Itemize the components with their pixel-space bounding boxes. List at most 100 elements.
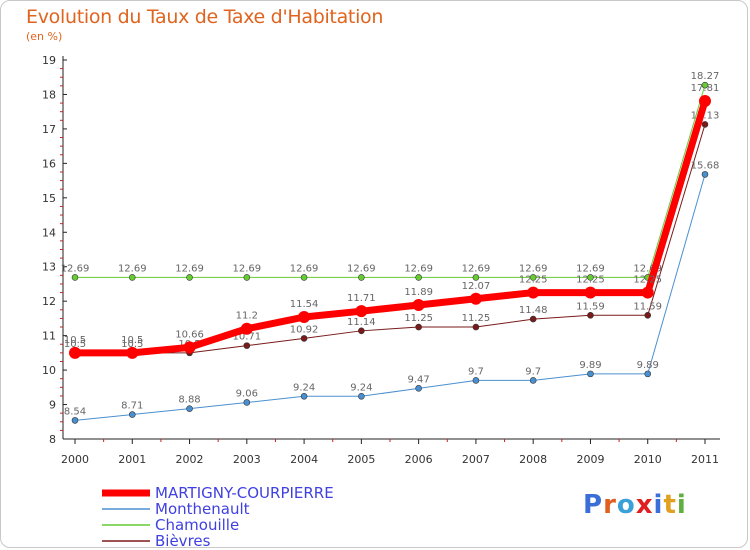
data-point — [529, 274, 537, 281]
x-tick-label: 2008 — [519, 453, 547, 466]
data-point — [527, 286, 540, 299]
y-tick-label: 18 — [42, 88, 56, 101]
data-point — [587, 274, 594, 281]
data-point — [644, 312, 652, 319]
brand-letter: i — [676, 490, 687, 520]
data-label: 9.06 — [236, 388, 258, 399]
data-label: 9.7 — [468, 366, 484, 377]
data-point — [243, 399, 251, 406]
data-label: 10.5 — [64, 339, 86, 350]
data-label: 18.27 — [691, 71, 720, 82]
data-point — [128, 274, 136, 281]
series-line — [74, 123, 706, 354]
y-tick-label: 14 — [42, 226, 56, 239]
data-label: 11.59 — [576, 301, 605, 312]
data-label: 12.69 — [61, 263, 90, 274]
x-tick-label: 2003 — [233, 453, 261, 466]
brand-letter: i — [653, 490, 664, 520]
data-point — [243, 342, 251, 349]
data-label: 12.25 — [576, 275, 605, 286]
x-tick-label: 2009 — [576, 453, 604, 466]
data-point — [701, 81, 709, 89]
brand-letter: x — [635, 490, 654, 520]
data-label: 8.54 — [64, 406, 86, 417]
data-label: 11.2 — [236, 311, 258, 322]
data-point — [186, 405, 193, 412]
data-point — [641, 286, 654, 299]
legend-label: Chamouille — [155, 516, 239, 534]
x-tick-label: 2007 — [462, 453, 490, 466]
chart-title: Evolution du Taux de Taxe d'Habitation — [26, 6, 384, 28]
legend: MARTIGNY-COURPIERREMonthenaultChamouille… — [102, 484, 334, 550]
data-point — [358, 327, 365, 335]
x-tick-label: 2002 — [176, 453, 204, 466]
axes: 8 9 10 11 12 13 14 15 16 17 18 19 2000 2001 2002 2003 20… — [42, 54, 720, 466]
y-tick-label: 19 — [42, 54, 56, 67]
data-label: 9.89 — [637, 360, 659, 371]
brand-letter: r — [603, 490, 617, 520]
brand-letter: o — [616, 490, 636, 520]
y-tick-label: 11 — [42, 330, 56, 343]
data-label: 11.89 — [404, 287, 433, 298]
data-label: 12.69 — [519, 263, 548, 274]
series-chamouille: 12.69 12.69 12.69 12.69 12.69 12.69 12.69 12.69… — [61, 71, 720, 281]
series-bi-vres: 10.510.510.510.7110.9211.1411.2511.2511.… — [64, 110, 720, 357]
data-label: 12.69 — [633, 263, 662, 274]
brand-letter: t — [663, 490, 677, 520]
data-point — [587, 312, 594, 319]
data-point — [529, 377, 537, 384]
data-label: 11.14 — [347, 317, 376, 328]
data-label: 10.92 — [290, 324, 319, 335]
x-tick-label: 2005 — [347, 453, 375, 466]
data-point — [701, 171, 709, 178]
data-label: 10.5 — [121, 335, 143, 346]
y-tick-label: 16 — [42, 157, 56, 170]
series-martigny-courpierre: 10.5 10.510.6611.211.5411.7111.8912.0712.… — [64, 83, 719, 359]
data-label: 8.88 — [178, 395, 200, 406]
data-point — [699, 95, 711, 108]
data-label: 9.24 — [293, 382, 315, 393]
data-label: 9.47 — [408, 374, 430, 385]
data-label: 12.69 — [347, 263, 376, 274]
data-point — [128, 411, 136, 418]
x-tick-label: 2004 — [290, 453, 318, 466]
data-label: 11.71 — [347, 293, 376, 304]
data-point — [415, 323, 422, 331]
data-label: 12.25 — [633, 275, 662, 286]
data-label: 12.69 — [232, 263, 261, 274]
legend-label: Monthenault — [155, 500, 250, 518]
data-label: 9.89 — [579, 360, 601, 371]
data-point — [358, 392, 365, 400]
y-tick-label: 13 — [42, 261, 56, 274]
chart-subtitle: (en %) — [26, 30, 63, 43]
data-point — [529, 315, 537, 323]
data-label: 11.25 — [404, 313, 433, 324]
data-point — [415, 385, 422, 392]
series-line — [71, 97, 709, 357]
data-label: 10.66 — [175, 329, 204, 340]
data-point — [183, 341, 196, 354]
series-monthenault: 8.54 8.71 8.88 9.06 9.24 9.24 9.47 9.7 9.7 9.89 9.… — [64, 160, 720, 424]
data-point — [358, 274, 365, 281]
data-label: 12.69 — [175, 263, 204, 274]
data-label: 11.48 — [519, 305, 548, 316]
x-tick-label: 2000 — [61, 453, 89, 466]
data-label: 15.68 — [691, 160, 720, 171]
data-label: 12.69 — [290, 263, 319, 274]
y-tick-label: 12 — [42, 295, 56, 308]
data-point — [300, 392, 308, 400]
data-point — [415, 274, 422, 281]
series-line — [74, 84, 706, 278]
data-label: 8.71 — [121, 401, 143, 412]
data-point — [126, 346, 139, 359]
data-point — [584, 286, 597, 299]
data-point — [186, 274, 193, 281]
data-point — [472, 274, 480, 281]
legend-label: Bièvres — [155, 532, 211, 550]
data-point — [472, 323, 480, 331]
y-tick-label: 9 — [49, 399, 56, 412]
x-tick-label: 2010 — [634, 453, 662, 466]
data-point — [71, 274, 79, 281]
data-label: 17.13 — [691, 110, 720, 121]
